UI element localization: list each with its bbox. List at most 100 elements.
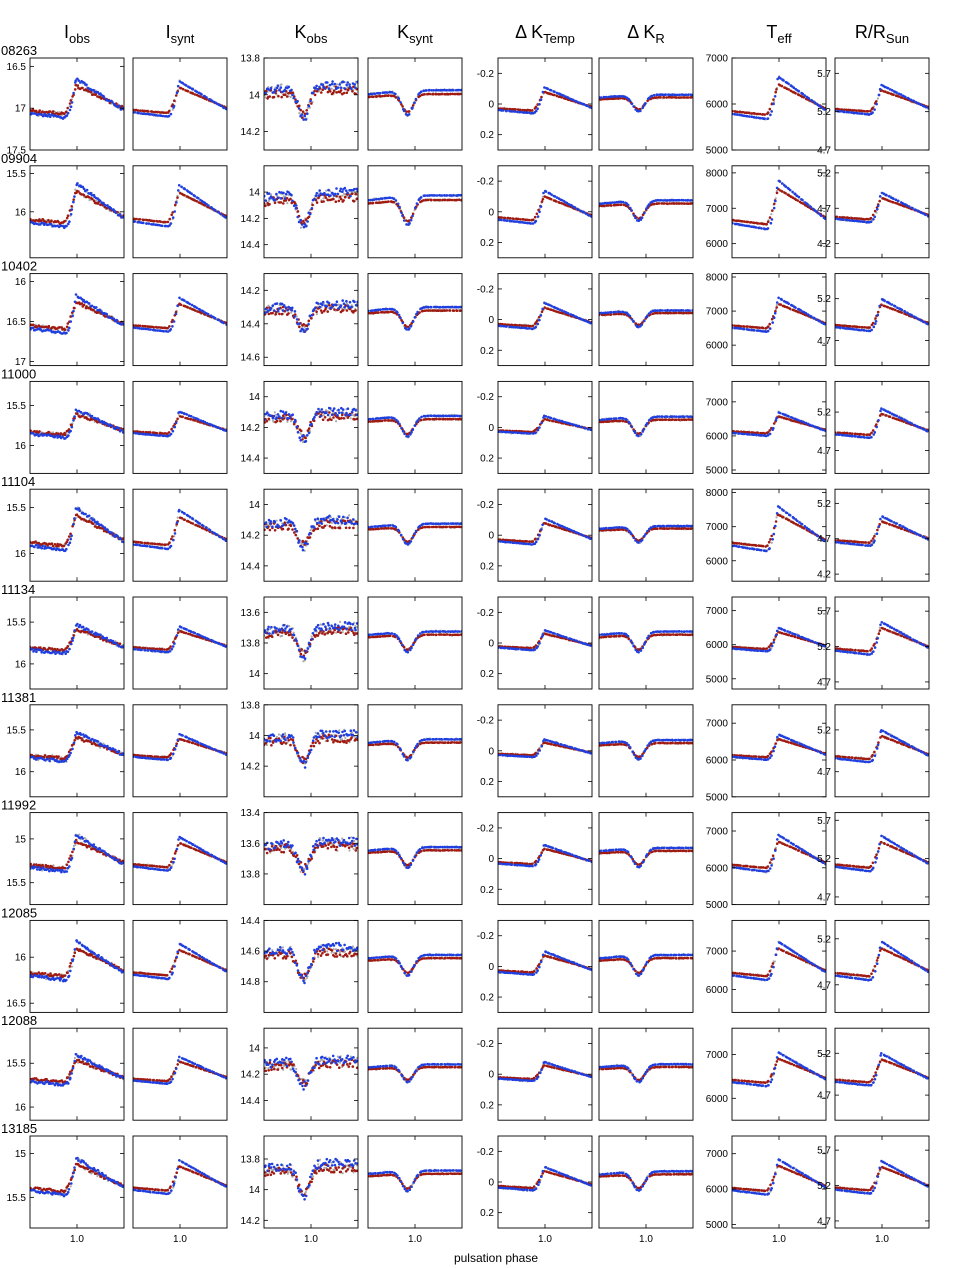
data-point-red bbox=[687, 202, 690, 205]
data-point-blue bbox=[664, 93, 667, 96]
data-point-red bbox=[770, 317, 774, 321]
panel-09904-ΔK_Temp: -0.200.2 bbox=[477, 165, 593, 259]
data-point-blue bbox=[317, 194, 320, 197]
data-point-red bbox=[741, 220, 744, 223]
data-point-blue bbox=[60, 224, 63, 227]
data-point-red bbox=[438, 92, 442, 96]
column-header-3: Ksynt bbox=[397, 22, 433, 46]
data-point-red bbox=[886, 306, 890, 309]
data-point-blue bbox=[890, 303, 894, 306]
data-point-red bbox=[507, 216, 510, 220]
data-point-blue bbox=[133, 111, 136, 114]
data-point-blue bbox=[630, 209, 633, 212]
data-point-red bbox=[341, 413, 344, 417]
data-point-blue bbox=[185, 413, 188, 416]
data-point-blue bbox=[181, 81, 184, 85]
data-point-blue bbox=[272, 309, 276, 312]
data-point-blue bbox=[217, 318, 220, 322]
data-point-red bbox=[328, 304, 331, 307]
data-point-blue bbox=[425, 305, 428, 309]
data-point-blue bbox=[109, 206, 113, 210]
data-point-red bbox=[299, 429, 303, 433]
data-point-red bbox=[296, 210, 300, 213]
data-point-red bbox=[159, 220, 162, 223]
data-point-blue bbox=[193, 194, 196, 198]
data-point-blue bbox=[172, 104, 176, 108]
data-point-blue bbox=[343, 305, 347, 309]
data-point-blue bbox=[54, 224, 57, 228]
data-point-red bbox=[443, 309, 447, 312]
data-point-blue bbox=[640, 323, 644, 326]
data-point-red bbox=[749, 221, 753, 224]
data-point-blue bbox=[350, 188, 353, 192]
data-point-gray bbox=[774, 197, 777, 200]
data-point-red bbox=[80, 302, 84, 305]
data-point-red bbox=[866, 217, 870, 221]
data-point-blue bbox=[39, 328, 43, 331]
data-point-blue bbox=[203, 420, 207, 424]
data-point-red bbox=[341, 309, 345, 312]
data-point-blue bbox=[277, 307, 281, 311]
data-point-red bbox=[340, 417, 343, 420]
data-point-red bbox=[780, 84, 784, 88]
data-point-red bbox=[371, 201, 375, 205]
data-point-red bbox=[73, 88, 77, 91]
data-point-blue bbox=[440, 194, 444, 197]
data-point-blue bbox=[325, 305, 329, 308]
data-point-blue bbox=[333, 192, 337, 196]
data-point-red bbox=[174, 203, 177, 207]
data-point-blue bbox=[428, 88, 431, 92]
data-point-red bbox=[369, 311, 372, 315]
data-point-blue bbox=[282, 304, 286, 307]
data-point-red bbox=[511, 323, 514, 327]
data-point-blue bbox=[538, 210, 541, 214]
data-point-red bbox=[342, 417, 346, 420]
data-point-blue bbox=[419, 196, 423, 199]
data-point-gray bbox=[349, 417, 352, 420]
data-point-blue bbox=[297, 107, 301, 110]
data-point-blue bbox=[753, 116, 756, 119]
data-point-gray bbox=[322, 414, 325, 417]
data-point-blue bbox=[335, 300, 339, 304]
data-point-gray bbox=[273, 411, 276, 414]
data-point-blue bbox=[90, 414, 94, 418]
data-point-red bbox=[438, 198, 442, 202]
data-point-blue bbox=[900, 308, 904, 312]
data-point-red bbox=[751, 325, 755, 329]
data-point-blue bbox=[284, 192, 288, 196]
data-point-blue bbox=[331, 192, 335, 195]
data-point-red bbox=[142, 430, 145, 434]
data-point-blue bbox=[291, 199, 294, 203]
data-point-red bbox=[205, 98, 208, 101]
data-point-blue bbox=[100, 420, 104, 423]
data-point-red bbox=[142, 218, 146, 222]
data-point-red bbox=[423, 93, 427, 96]
data-point-blue bbox=[885, 193, 888, 197]
data-point-blue bbox=[67, 434, 70, 437]
data-point-red bbox=[381, 94, 384, 98]
data-point-blue bbox=[750, 328, 753, 332]
data-point-blue bbox=[842, 110, 846, 114]
y-tick-label: 16 bbox=[15, 441, 27, 452]
data-point-blue bbox=[922, 320, 926, 324]
data-point-red bbox=[772, 98, 775, 101]
data-point-red bbox=[519, 108, 522, 112]
data-point-red bbox=[432, 92, 435, 96]
data-point-blue bbox=[330, 82, 334, 86]
data-point-red bbox=[291, 91, 295, 94]
data-point-blue bbox=[67, 326, 71, 330]
data-point-red bbox=[518, 323, 521, 327]
data-point-blue bbox=[544, 190, 548, 193]
data-point-blue bbox=[296, 215, 300, 219]
data-point-red bbox=[843, 108, 846, 111]
data-point-blue bbox=[271, 197, 274, 200]
data-point-blue bbox=[314, 194, 318, 197]
data-point-red bbox=[448, 309, 452, 312]
data-point-red bbox=[874, 100, 878, 103]
data-point-red bbox=[69, 99, 73, 102]
data-point-red bbox=[305, 109, 309, 112]
data-point-blue bbox=[295, 318, 299, 321]
data-point-red bbox=[871, 213, 875, 217]
data-point-red bbox=[750, 112, 754, 115]
data-point-red bbox=[533, 215, 537, 219]
